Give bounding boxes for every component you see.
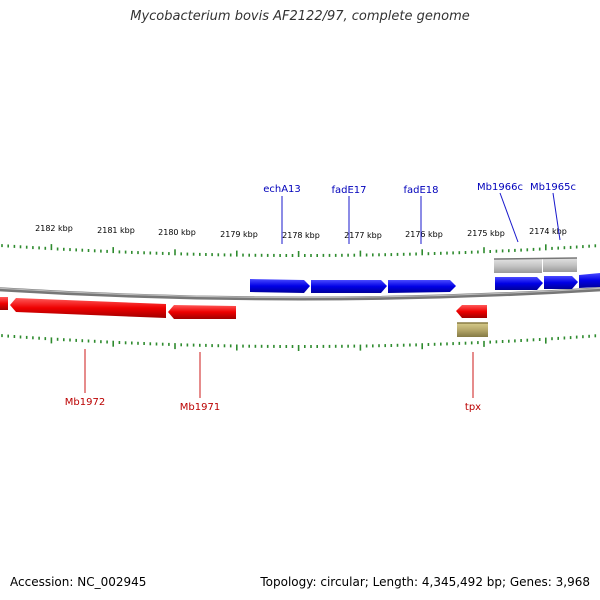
scale-labels: 2182 kbp 2181 kbp 2180 kbp 2179 kbp 2178… — [35, 224, 567, 240]
feature-gold[interactable] — [457, 323, 488, 337]
scale-tick-label: 2179 kbp — [220, 230, 258, 239]
gene-fadE17[interactable] — [311, 280, 387, 293]
reverse-strand-genes — [0, 297, 487, 319]
scale-tick-label: 2178 kbp — [282, 231, 320, 240]
feature-grey-1[interactable] — [494, 259, 542, 273]
gene-Mb1972[interactable] — [10, 298, 166, 318]
gene-label-Mb1971: Mb1971 — [180, 402, 220, 413]
label-leaders — [84, 192, 561, 398]
genome-summary-text: Topology: circular; Length: 4,345,492 bp… — [260, 575, 590, 589]
gene-Mb1965c[interactable] — [544, 276, 578, 289]
gene-echA13[interactable] — [250, 279, 310, 293]
genome-backbone — [0, 287, 600, 301]
upper-ruler — [1, 244, 597, 257]
feature-grey-top — [493, 257, 578, 260]
gene-label-echA13: echA13 — [263, 184, 301, 195]
scale-tick-label: 2182 kbp — [35, 224, 73, 233]
genome-backbone-highlight — [0, 287, 600, 299]
gene-Mb1966c[interactable] — [495, 277, 543, 290]
gene-Mb1971[interactable] — [168, 305, 236, 319]
gene-label-Mb1965c: Mb1965c — [530, 182, 576, 193]
scale-tick-label: 2174 kbp — [529, 227, 567, 236]
scale-tick-label: 2181 kbp — [97, 226, 135, 235]
gene-label-Mb1966c: Mb1966c — [477, 182, 523, 193]
gene-label-tpx: tpx — [465, 402, 481, 413]
gene-label-Mb1972: Mb1972 — [65, 397, 105, 408]
lower-ruler — [1, 334, 597, 351]
scale-tick-label: 2175 kbp — [467, 229, 505, 238]
other-features — [493, 257, 578, 273]
gene-reverse-edge[interactable] — [0, 297, 8, 310]
gene-label-fadE18: fadE18 — [403, 185, 438, 196]
scale-tick-label: 2177 kbp — [344, 231, 382, 240]
gene-fadE18[interactable] — [388, 280, 456, 293]
scale-tick-label: 2176 kbp — [405, 230, 443, 239]
scale-tick-label: 2180 kbp — [158, 228, 196, 237]
accession-text: Accession: NC_002945 — [10, 575, 147, 589]
map-title: Mycobacterium bovis AF2122/97, complete … — [130, 9, 470, 24]
feature-grey-2[interactable] — [543, 258, 577, 272]
gene-label-fadE17: fadE17 — [331, 185, 366, 196]
gene-forward-edge[interactable] — [579, 273, 600, 288]
forward-strand-genes — [250, 273, 600, 293]
gene-tpx[interactable] — [456, 305, 487, 318]
